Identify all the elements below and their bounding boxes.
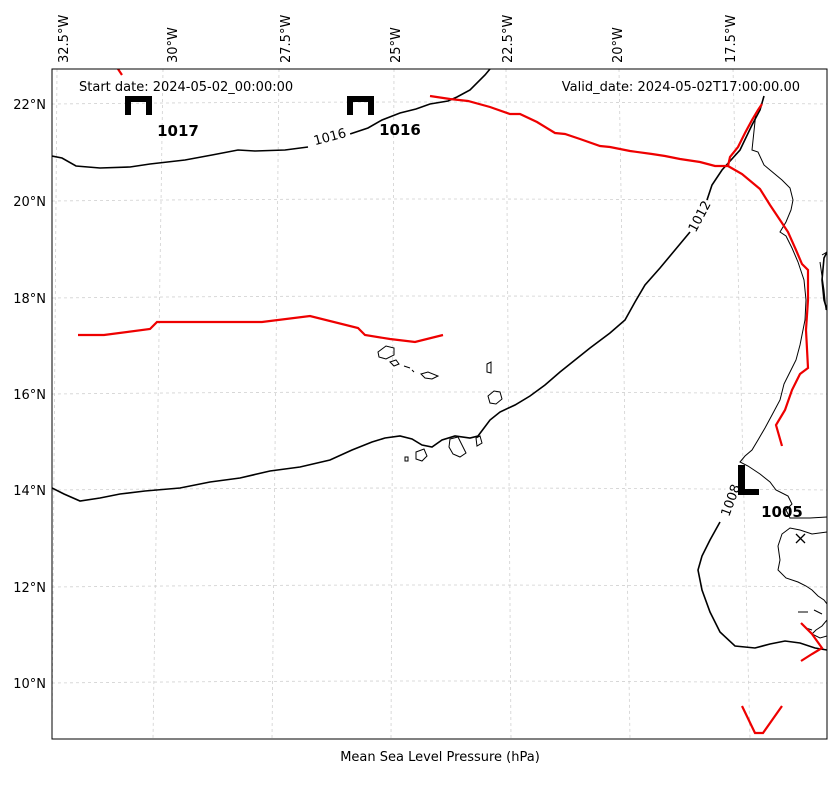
high-pressure-symbol-1 bbox=[125, 96, 152, 115]
latitude-ticks: 22°N 20°N 18°N 16°N 14°N 12°N 10°N bbox=[13, 98, 46, 692]
lat-tick-14n: 14°N bbox=[13, 484, 46, 499]
start-date-label: Start date: 2024-05-02_00:00:00 bbox=[79, 80, 293, 95]
plot-frame bbox=[51, 68, 828, 740]
plot-area bbox=[52, 69, 827, 739]
high-pressure-value-1: 1017 bbox=[157, 122, 199, 140]
isobar-1016 bbox=[52, 69, 491, 169]
meridian-32-5w bbox=[52, 69, 58, 739]
parallel-16n bbox=[52, 391, 827, 395]
parallel-10n bbox=[52, 680, 827, 684]
low-pressure-symbol bbox=[738, 465, 759, 495]
meridian-20w bbox=[618, 69, 631, 739]
parallel-20n bbox=[52, 198, 827, 202]
lat-tick-22n: 22°N bbox=[13, 98, 46, 113]
front-south bbox=[741, 705, 783, 735]
lat-tick-10n: 10°N bbox=[13, 677, 46, 692]
meridian-30w bbox=[152, 69, 164, 739]
low-center-marker bbox=[795, 533, 806, 544]
island-santo-antao bbox=[377, 345, 395, 360]
high-pressure-symbol-2 bbox=[347, 96, 374, 115]
island-sal bbox=[486, 361, 492, 374]
island-brava bbox=[404, 456, 409, 462]
front-north-branch bbox=[726, 103, 763, 167]
island-sao-vicente bbox=[389, 359, 400, 367]
fronts bbox=[78, 69, 824, 735]
lon-tick-17-5w: 17.5°W bbox=[724, 15, 739, 63]
parallel-12n bbox=[52, 584, 827, 588]
isobars bbox=[52, 69, 827, 651]
meridian-22-5w bbox=[505, 69, 512, 739]
longitude-ticks: 32.5°W 30°W 27.5°W 25°W 22.5°W 20°W 17.5… bbox=[57, 15, 739, 63]
isobar-1008 bbox=[697, 521, 827, 651]
lon-tick-20w: 20°W bbox=[611, 27, 626, 63]
lat-tick-12n: 12°N bbox=[13, 581, 46, 596]
isobar-1012 bbox=[52, 95, 765, 502]
lat-tick-18n: 18°N bbox=[13, 292, 46, 307]
valid-date-label: Valid_date: 2024-05-02T17:00:00.00 bbox=[562, 80, 800, 95]
lon-tick-30w: 30°W bbox=[166, 27, 181, 63]
island-santa-luzia bbox=[420, 371, 440, 380]
high-pressure-value-2: 1016 bbox=[379, 121, 421, 139]
lon-tick-22-5w: 22.5°W bbox=[501, 15, 516, 63]
meridian-17-5w bbox=[732, 69, 751, 739]
lon-tick-32-5w: 32.5°W bbox=[57, 15, 72, 63]
island-maio bbox=[475, 435, 483, 447]
africa-coastline bbox=[739, 111, 827, 639]
parallel-22n bbox=[52, 101, 827, 105]
low-pressure-value: 1005 bbox=[761, 503, 803, 521]
isobar-east-edge bbox=[821, 251, 827, 311]
island-boa-vista bbox=[487, 390, 503, 405]
meridian-27-5w bbox=[271, 69, 280, 739]
island-santiago bbox=[448, 436, 467, 458]
lat-tick-20n: 20°N bbox=[13, 195, 46, 210]
lon-tick-25w: 25°W bbox=[389, 27, 404, 63]
parallel-18n bbox=[52, 295, 827, 299]
front-south-east bbox=[800, 622, 824, 662]
front-middle bbox=[78, 314, 444, 344]
front-north bbox=[117, 69, 810, 447]
lat-tick-16n: 16°N bbox=[13, 388, 46, 403]
lon-tick-27-5w: 27.5°W bbox=[279, 15, 294, 63]
island-sao-nicolau bbox=[403, 365, 415, 373]
x-axis-label: Mean Sea Level Pressure (hPa) bbox=[340, 750, 540, 765]
meridian-25w bbox=[390, 69, 395, 739]
island-fogo bbox=[415, 448, 428, 462]
